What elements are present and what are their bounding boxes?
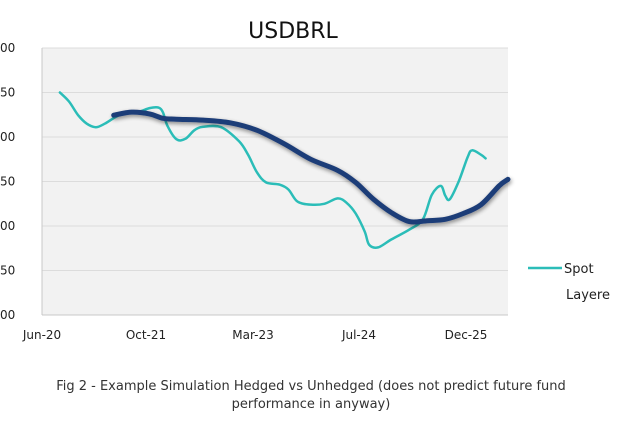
y-tick-label: 50 [0, 86, 15, 100]
chart-title: USDBRL [248, 19, 338, 44]
caption-line-2: performance in anyway) [231, 397, 391, 412]
x-tick-label: Oct-21 [126, 328, 166, 342]
series-line-layered [111, 109, 511, 225]
caption-line-1: Fig 2 - Example Simulation Hedged vs Unh… [56, 379, 566, 394]
chart-svg: USDBRL 00 50 00 50 00 50 00 Jun-20 Oct-21 Mar-23… [0, 19, 610, 342]
y-tick-label: 50 [0, 175, 15, 189]
legend-label-layered: Layere [566, 288, 610, 303]
series-lines [58, 91, 511, 249]
y-tick-label: 00 [0, 308, 15, 322]
x-tick-label: Mar-23 [232, 328, 273, 342]
legend: Spot Layere [525, 262, 610, 303]
y-tick-labels: 00 50 00 50 00 50 00 [0, 41, 15, 322]
figure-caption: Fig 2 - Example Simulation Hedged vs Unh… [0, 378, 622, 414]
legend-label-spot: Spot [564, 262, 594, 277]
y-tick-label: 00 [0, 219, 15, 233]
y-tick-label: 00 [0, 130, 15, 144]
x-tick-label: Jul-24 [341, 328, 376, 342]
x-tick-label: Dec-25 [445, 328, 488, 342]
x-tick-label: Jun-20 [22, 328, 61, 342]
y-tick-label: 00 [0, 41, 15, 55]
x-tick-labels: Jun-20 Oct-21 Mar-23 Jul-24 Dec-25 [22, 328, 488, 342]
y-tick-label: 50 [0, 264, 15, 278]
